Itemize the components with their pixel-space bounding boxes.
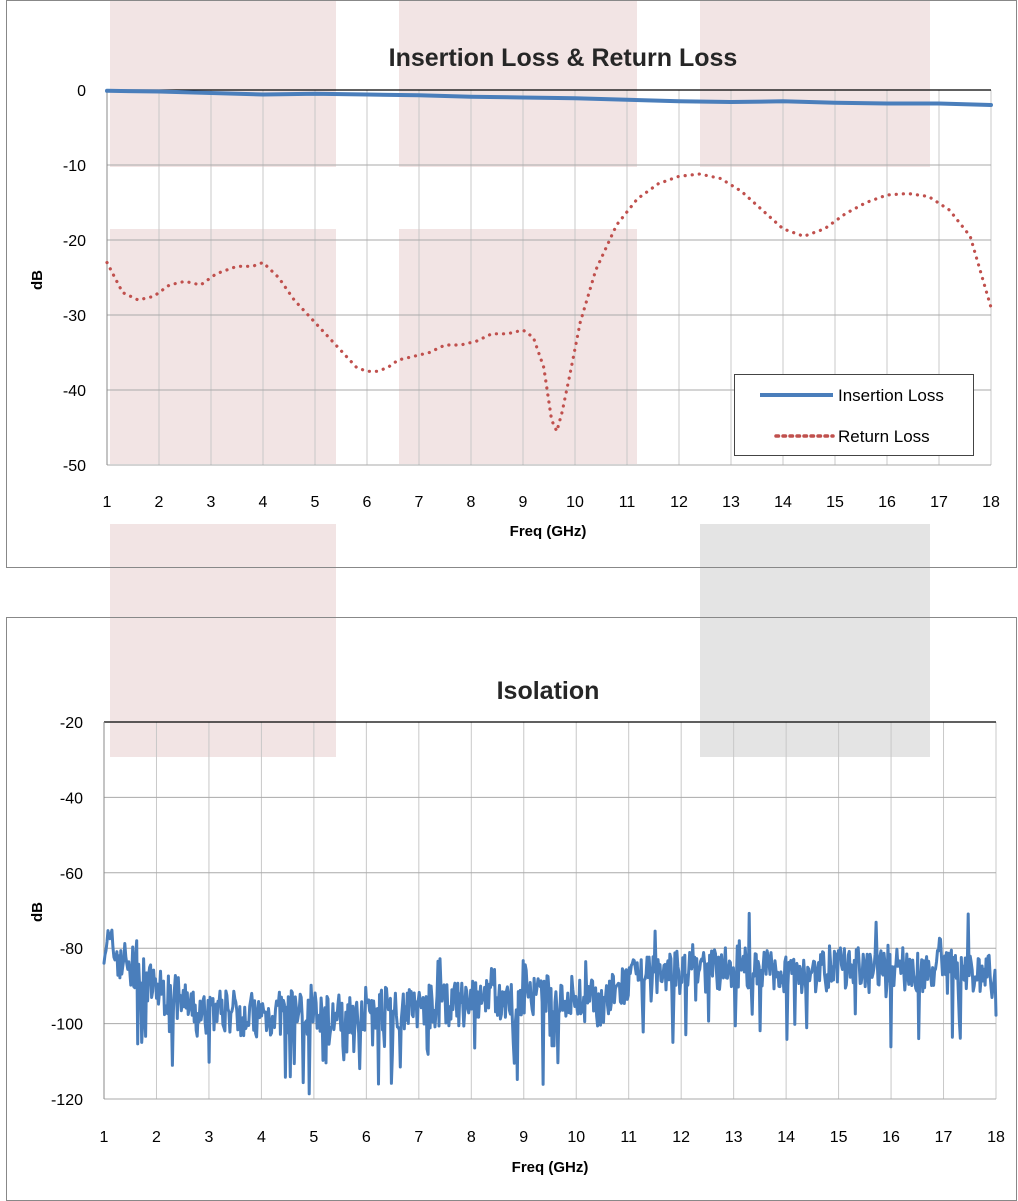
chart-2-y-axis-label: dB: [29, 902, 46, 922]
chart-2-series-isolation: [102, 911, 998, 1096]
chart-2-x-tick-label: 8: [467, 1129, 476, 1146]
chart-2-x-tick-label: 6: [362, 1129, 371, 1146]
chart-1-x-tick-label: 9: [519, 494, 528, 511]
chart-2-x-tick-label: 7: [414, 1129, 423, 1146]
chart-1-y-tick-label: -30: [63, 308, 86, 325]
chart-2-y-tick-label: -60: [60, 866, 83, 883]
chart-1-y-tick-label: -20: [63, 233, 86, 250]
chart-2-x-tick-label: 1: [100, 1129, 109, 1146]
chart-2-plot: 1 2 3 4 5 6 7 8 9 10 11 12 13 14 15 16 17 18-20-40-60-80-…: [51, 715, 1005, 1146]
chart-2-y-tick-label: -100: [51, 1017, 83, 1034]
chart-2-grid: [103, 721, 997, 1100]
chart-2-x-tick-label: 18: [987, 1129, 1005, 1146]
chart-1-y-axis-label: dB: [29, 270, 46, 290]
chart-1-x-tick-label: 6: [363, 494, 372, 511]
chart-1-grid: [106, 89, 992, 466]
chart-1-x-tick-label: 17: [930, 494, 948, 511]
legend-label-insertion-loss: Insertion Loss: [838, 386, 944, 405]
chart-2-x-tick-label: 14: [777, 1129, 795, 1146]
chart-1-x-tick-label: 11: [619, 494, 636, 511]
chart-2-y-tick-label: -40: [60, 790, 83, 807]
chart-2-y-tick-label: -20: [60, 715, 83, 732]
chart-2-y-tick-label: -120: [51, 1092, 83, 1109]
chart-1-legend: Insertion Loss Return Loss: [734, 374, 974, 456]
chart-1-x-tick-label: 13: [722, 494, 740, 511]
chart-1-x-tick-label: 15: [826, 494, 844, 511]
chart-1-series-insertion-loss: [105, 88, 993, 107]
chart-2-x-tick-label: 2: [152, 1129, 161, 1146]
chart-2-x-tick-label: 5: [309, 1129, 318, 1146]
chart-1-y-tick-label: 0: [77, 83, 86, 100]
chart-2-x-tick-label: 17: [935, 1129, 953, 1146]
chart-1-x-tick-label: 10: [566, 494, 584, 511]
chart-1-x-tick-label: 3: [207, 494, 216, 511]
chart-1-y-tick-label: -10: [63, 158, 86, 175]
chart-2-x-tick-label: 13: [725, 1129, 743, 1146]
chart-2-x-tick-label: 11: [620, 1129, 637, 1146]
chart-1-y-tick-label: -40: [63, 383, 86, 400]
background-watermark: [110, 0, 930, 757]
chart-2-x-tick-label: 9: [519, 1129, 528, 1146]
chart-1-x-tick-label: 5: [311, 494, 320, 511]
chart-1-x-tick-label: 14: [774, 494, 792, 511]
chart-2-x-tick-label: 15: [830, 1129, 848, 1146]
chart-1-series-return-loss: [105, 172, 993, 433]
chart-1-plot: 1 2 3 4 5 6 7 8 9 10 11 12 13 14 15 16 17 180-10-20-30-40…: [63, 83, 1000, 511]
chart-2-x-tick-label: 4: [257, 1129, 266, 1146]
chart-1-x-tick-label: 8: [467, 494, 476, 511]
legend-label-return-loss: Return Loss: [838, 427, 930, 446]
chart-2-title: Isolation: [497, 677, 600, 705]
chart-1-x-tick-label: 16: [878, 494, 896, 511]
chart-2-y-tick-label: -80: [60, 941, 83, 958]
chart-1-x-tick-label: 1: [103, 494, 112, 511]
chart-2-x-tick-label: 16: [882, 1129, 900, 1146]
chart-2-x-axis-label: Freq (GHz): [512, 1159, 589, 1176]
chart-2-x-tick-label: 12: [672, 1129, 690, 1146]
chart-1-x-tick-label: 12: [670, 494, 688, 511]
chart-2-x-tick-label: 3: [204, 1129, 213, 1146]
chart-1-x-tick-label: 18: [982, 494, 1000, 511]
chart-1-y-tick-label: -50: [63, 458, 86, 475]
chart-1-x-tick-label: 4: [259, 494, 268, 511]
legend-box: [734, 374, 974, 456]
chart-1-x-axis-label: Freq (GHz): [510, 523, 587, 540]
chart-1-x-tick-label: 2: [155, 494, 164, 511]
chart-2-x-tick-label: 10: [567, 1129, 585, 1146]
chart-1-title: Insertion Loss & Return Loss: [389, 44, 738, 72]
chart-1-frame: [6, 0, 1017, 568]
chart-1-x-tick-label: 7: [415, 494, 424, 511]
